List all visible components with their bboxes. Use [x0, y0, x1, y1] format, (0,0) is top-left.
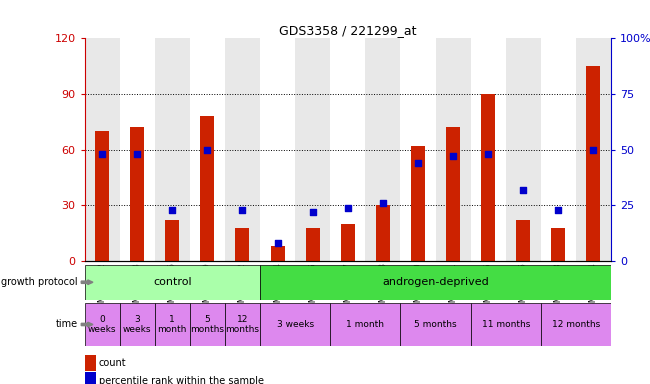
Text: 3 weeks: 3 weeks [276, 320, 314, 329]
Point [413, 160, 423, 166]
Point [588, 147, 599, 153]
Bar [260, 303, 330, 346]
Bar [551, 228, 566, 261]
Text: count: count [99, 358, 126, 368]
Text: 12
months: 12 months [226, 315, 259, 334]
Bar [84, 38, 120, 261]
Bar [446, 127, 460, 261]
Text: percentile rank within the sample: percentile rank within the sample [99, 376, 264, 384]
Bar [190, 38, 225, 261]
Bar [260, 265, 611, 300]
Bar [481, 94, 495, 261]
Bar [471, 303, 541, 346]
Bar [95, 131, 109, 261]
Text: 5
months: 5 months [190, 315, 224, 334]
Bar [260, 38, 295, 261]
Bar [84, 265, 260, 300]
Bar [411, 146, 425, 261]
Bar [576, 38, 611, 261]
Text: androgen-deprived: androgen-deprived [382, 277, 489, 287]
Bar [200, 116, 214, 261]
Point [167, 207, 177, 213]
Point [553, 207, 564, 213]
Point [378, 200, 388, 206]
Bar [436, 38, 471, 261]
Bar [120, 38, 155, 261]
Bar [541, 303, 611, 346]
Point [483, 151, 493, 157]
Point [202, 147, 213, 153]
Point [448, 153, 458, 159]
Bar [190, 303, 225, 346]
Text: control: control [153, 277, 192, 287]
Bar [541, 38, 576, 261]
Bar [586, 66, 601, 261]
Bar [225, 303, 260, 346]
Bar [270, 246, 285, 261]
Bar [130, 127, 144, 261]
Bar [376, 205, 390, 261]
Point [343, 205, 353, 211]
Bar [471, 38, 506, 261]
Bar [365, 38, 400, 261]
Bar [506, 38, 541, 261]
Bar [225, 38, 260, 261]
Bar [155, 303, 190, 346]
Text: growth protocol: growth protocol [1, 277, 78, 287]
Bar [120, 303, 155, 346]
Text: 5 months: 5 months [414, 320, 457, 329]
Bar [400, 303, 471, 346]
Text: 1
month: 1 month [157, 315, 187, 334]
Text: 1 month: 1 month [346, 320, 384, 329]
Text: 3
weeks: 3 weeks [123, 315, 151, 334]
Bar [306, 228, 320, 261]
Bar [400, 38, 436, 261]
Point [237, 207, 248, 213]
Text: time: time [56, 319, 78, 329]
Bar [165, 220, 179, 261]
Point [132, 151, 142, 157]
Bar [330, 38, 365, 261]
Text: 11 months: 11 months [482, 320, 530, 329]
Bar [235, 228, 250, 261]
Text: 0
weeks: 0 weeks [88, 315, 116, 334]
Point [97, 151, 107, 157]
Bar [516, 220, 530, 261]
Bar [330, 303, 400, 346]
Point [518, 187, 528, 193]
Text: 12 months: 12 months [552, 320, 600, 329]
Bar [295, 38, 330, 261]
Bar [84, 303, 120, 346]
Point [307, 209, 318, 215]
Point [272, 240, 283, 247]
Bar [155, 38, 190, 261]
Bar [341, 224, 355, 261]
Title: GDS3358 / 221299_at: GDS3358 / 221299_at [279, 24, 417, 37]
